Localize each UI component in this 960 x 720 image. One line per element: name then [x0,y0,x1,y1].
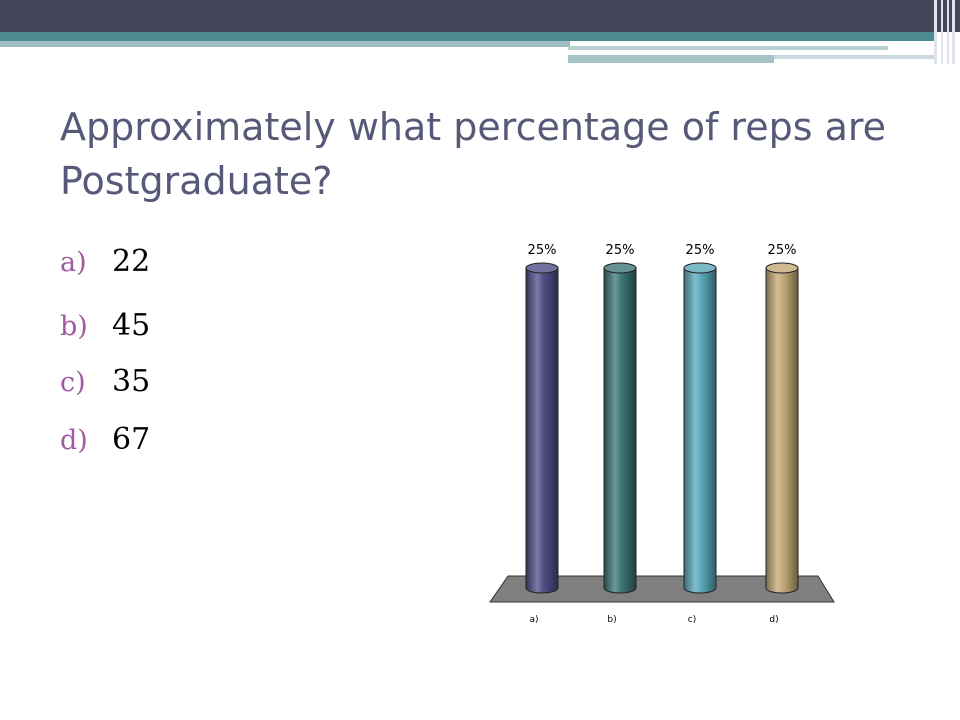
chart-bar-cap-3 [683,262,717,274]
chart-data-label: 25% [768,243,797,258]
header-vertical-line [952,0,955,64]
chart-x-tick-label: b) [607,615,616,625]
chart-data-label: 25% [686,243,715,258]
chart-data-label: 25% [528,243,557,258]
header-stripe-light [0,41,570,47]
option-letter: b) [60,311,88,342]
header-stripe-light-4 [774,55,934,59]
chart-x-ticks: a) b) c) d) [529,615,778,625]
option-letter: d) [60,425,88,456]
chart-bar-cap-4 [765,262,799,274]
header-bar [0,0,960,32]
answer-option[interactable]: d) 67 [60,422,150,482]
chart-x-tick-label: c) [688,615,696,625]
header-stripe-light-3 [568,55,774,63]
header-vertical-line [941,0,943,64]
header-stripe-teal [0,32,935,41]
slide-title: Approximately what percentage of reps ar… [60,105,887,203]
chart-data-labels: 25% 25% 25% 25% [528,243,797,258]
option-value: 22 [112,244,151,279]
chart-data-label: 25% [606,243,635,258]
chart-bars [525,262,799,594]
header-vertical-line [947,0,949,64]
chart-bar-cap-2 [603,262,637,274]
option-value: 67 [112,422,151,457]
answer-option[interactable]: b) 45 [60,308,150,364]
answer-options: a) 22 b) 45 c) 35 d) 67 [60,244,150,482]
chart-bar-4 [765,267,799,594]
header-stripe-light-2 [568,46,888,50]
chart-bar-1 [525,267,559,594]
option-letter: c) [60,367,86,398]
chart-bar-2 [603,267,637,594]
option-letter: a) [60,247,87,278]
answer-option[interactable]: c) 35 [60,364,150,422]
chart-x-tick-label: d) [769,615,778,625]
chart-bar-3 [683,267,717,594]
results-chart: 25% 25% 25% 25% a) b) c) d) [489,243,835,625]
header-vertical-line [934,0,937,64]
chart-bar-cap-1 [525,262,559,274]
option-value: 35 [112,364,151,399]
chart-x-tick-label: a) [529,615,538,625]
answer-option[interactable]: a) 22 [60,244,150,308]
option-value: 45 [112,308,151,343]
